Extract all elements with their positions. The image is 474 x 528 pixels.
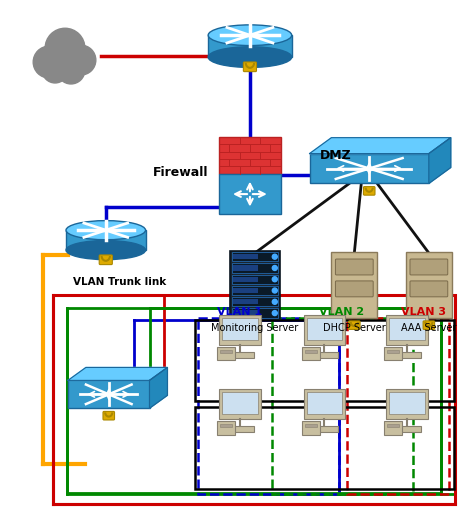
- Circle shape: [57, 56, 85, 84]
- FancyBboxPatch shape: [389, 318, 425, 340]
- FancyBboxPatch shape: [387, 350, 399, 353]
- FancyBboxPatch shape: [232, 286, 278, 295]
- Circle shape: [272, 277, 277, 282]
- Ellipse shape: [66, 221, 146, 240]
- FancyBboxPatch shape: [410, 259, 448, 275]
- Text: VLAN Trunk link: VLAN Trunk link: [73, 277, 166, 287]
- FancyBboxPatch shape: [222, 318, 258, 340]
- Text: Firewall: Firewall: [153, 166, 208, 179]
- FancyBboxPatch shape: [406, 252, 452, 318]
- Text: VLAN 1: VLAN 1: [218, 307, 263, 317]
- Circle shape: [66, 45, 96, 75]
- FancyBboxPatch shape: [220, 350, 232, 353]
- FancyBboxPatch shape: [393, 352, 421, 357]
- FancyBboxPatch shape: [232, 263, 278, 272]
- FancyBboxPatch shape: [364, 186, 375, 195]
- FancyBboxPatch shape: [66, 230, 146, 250]
- FancyBboxPatch shape: [305, 350, 317, 353]
- FancyBboxPatch shape: [331, 252, 377, 318]
- FancyBboxPatch shape: [219, 389, 261, 419]
- FancyBboxPatch shape: [233, 266, 258, 271]
- FancyBboxPatch shape: [233, 277, 258, 282]
- FancyBboxPatch shape: [310, 426, 338, 432]
- Text: VLAN 3: VLAN 3: [401, 307, 447, 317]
- FancyBboxPatch shape: [307, 392, 342, 414]
- Text: DMZ: DMZ: [319, 149, 351, 162]
- FancyBboxPatch shape: [232, 252, 278, 261]
- FancyBboxPatch shape: [336, 281, 373, 297]
- Text: VLAN 2: VLAN 2: [319, 307, 364, 317]
- FancyBboxPatch shape: [217, 421, 235, 435]
- Circle shape: [272, 310, 277, 316]
- FancyBboxPatch shape: [232, 297, 278, 306]
- FancyBboxPatch shape: [226, 426, 254, 432]
- FancyBboxPatch shape: [217, 346, 235, 361]
- FancyBboxPatch shape: [387, 424, 399, 427]
- FancyBboxPatch shape: [307, 318, 342, 340]
- Ellipse shape: [208, 47, 292, 68]
- FancyBboxPatch shape: [226, 352, 254, 357]
- FancyBboxPatch shape: [208, 35, 292, 57]
- Polygon shape: [429, 138, 451, 183]
- FancyBboxPatch shape: [384, 346, 402, 361]
- FancyBboxPatch shape: [393, 426, 421, 432]
- FancyBboxPatch shape: [233, 254, 258, 259]
- FancyBboxPatch shape: [423, 321, 435, 329]
- FancyBboxPatch shape: [103, 411, 115, 420]
- FancyBboxPatch shape: [233, 310, 258, 316]
- FancyBboxPatch shape: [219, 174, 281, 214]
- FancyBboxPatch shape: [304, 389, 346, 419]
- FancyBboxPatch shape: [243, 62, 256, 72]
- Text: Monitoring Server: Monitoring Server: [211, 323, 299, 333]
- FancyBboxPatch shape: [233, 288, 258, 293]
- FancyBboxPatch shape: [220, 424, 232, 427]
- FancyBboxPatch shape: [386, 315, 428, 345]
- Circle shape: [272, 288, 277, 293]
- Polygon shape: [68, 367, 167, 380]
- FancyBboxPatch shape: [386, 389, 428, 419]
- FancyBboxPatch shape: [233, 299, 258, 305]
- Ellipse shape: [66, 241, 146, 260]
- Circle shape: [33, 46, 65, 78]
- FancyBboxPatch shape: [232, 275, 278, 284]
- FancyBboxPatch shape: [219, 137, 281, 174]
- FancyBboxPatch shape: [232, 308, 278, 318]
- Ellipse shape: [208, 25, 292, 45]
- Circle shape: [272, 266, 277, 270]
- FancyBboxPatch shape: [301, 421, 319, 435]
- Circle shape: [272, 254, 277, 259]
- FancyBboxPatch shape: [336, 259, 373, 275]
- FancyBboxPatch shape: [384, 421, 402, 435]
- FancyBboxPatch shape: [68, 380, 149, 408]
- Polygon shape: [149, 367, 167, 408]
- FancyBboxPatch shape: [310, 154, 429, 183]
- FancyBboxPatch shape: [219, 315, 261, 345]
- Text: AAA Server: AAA Server: [401, 323, 456, 333]
- FancyBboxPatch shape: [99, 255, 112, 265]
- FancyBboxPatch shape: [310, 352, 338, 357]
- FancyBboxPatch shape: [410, 281, 448, 297]
- FancyBboxPatch shape: [304, 315, 346, 345]
- FancyBboxPatch shape: [305, 424, 317, 427]
- Text: DHCP Server: DHCP Server: [323, 323, 386, 333]
- FancyBboxPatch shape: [222, 392, 258, 414]
- FancyBboxPatch shape: [389, 392, 425, 414]
- Circle shape: [45, 28, 85, 68]
- Circle shape: [42, 57, 68, 83]
- FancyBboxPatch shape: [348, 321, 360, 329]
- Polygon shape: [310, 138, 451, 154]
- FancyBboxPatch shape: [301, 346, 319, 361]
- FancyBboxPatch shape: [230, 251, 280, 319]
- Circle shape: [272, 299, 277, 304]
